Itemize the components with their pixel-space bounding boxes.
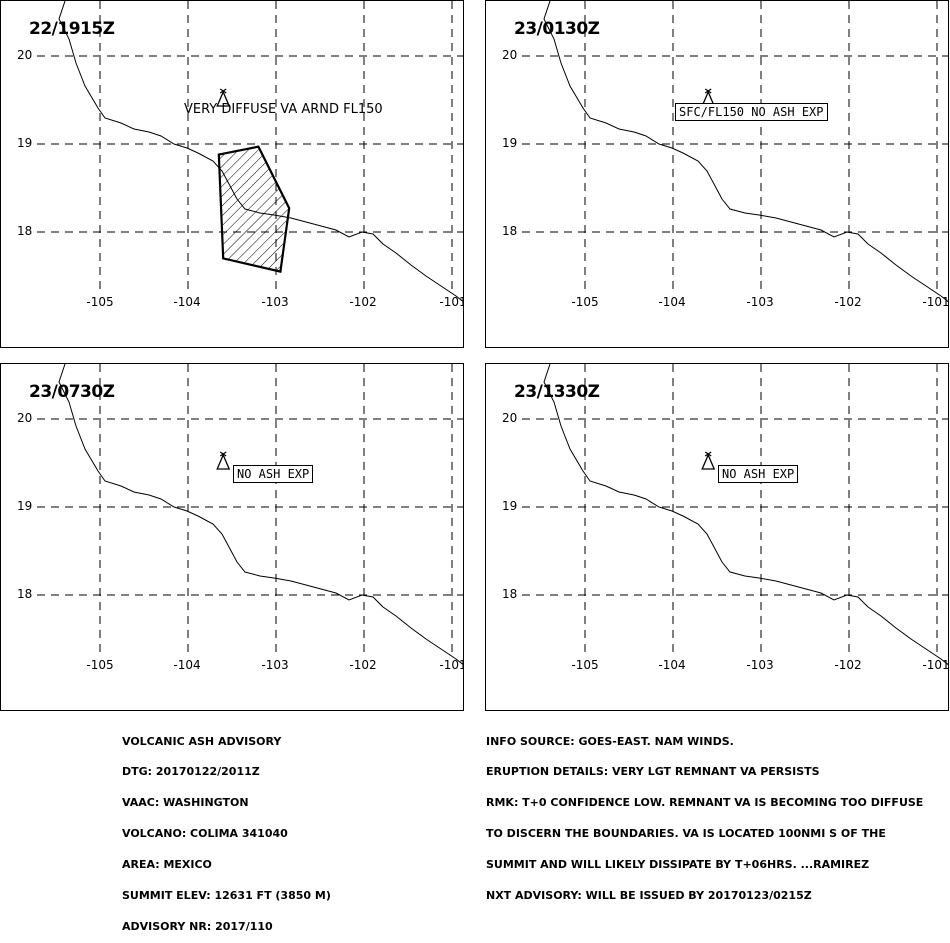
lon-label-103: -103 <box>746 658 774 672</box>
advisory-line: ADVISORY NR: 2017/110 <box>122 919 273 933</box>
lon-label-103: -103 <box>746 295 774 309</box>
panel-timestamp: 23/0130Z <box>514 19 600 39</box>
lat-label-20: 20 <box>17 48 33 62</box>
lon-label-103: -103 <box>261 658 289 672</box>
lat-label-19: 19 <box>502 136 518 150</box>
map-panel-1: 22/1915Z 20 19 18 -105 -104 -103 -102 -1… <box>0 0 464 348</box>
advisory-line: VOLCANIC ASH ADVISORY <box>122 734 282 748</box>
lon-label-101: -101 <box>439 295 464 309</box>
lat-label-18: 18 <box>502 224 518 238</box>
ash-forecast-label: NO ASH EXP <box>718 465 799 483</box>
ash-cloud-polygon <box>217 145 291 273</box>
advisory-line: VOLCANO: COLIMA 341040 <box>122 827 288 841</box>
panel-timestamp: 23/0730Z <box>29 382 115 402</box>
advisory-line: SUMMIT ELEV: 12631 FT (3850 M) <box>122 889 331 903</box>
ash-forecast-label: SFC/FL150 NO ASH EXP <box>675 103 828 121</box>
lon-label-102: -102 <box>834 658 862 672</box>
lon-label-105: -105 <box>86 658 114 672</box>
advisory-line: AREA: MEXICO <box>122 858 212 872</box>
map-canvas <box>37 1 463 303</box>
advisory-line: INFO SOURCE: GOES-EAST. NAM WINDS. <box>486 734 734 748</box>
lat-label-18: 18 <box>17 224 33 238</box>
lon-label-101: -101 <box>439 658 464 672</box>
lat-label-20: 20 <box>502 411 518 425</box>
lat-label-19: 19 <box>17 499 33 513</box>
coastline <box>543 1 948 303</box>
lon-label-105: -105 <box>571 295 599 309</box>
volcano-triangle-icon <box>701 451 716 470</box>
map-panel-3: 23/0730Z 20 19 18 -105 -104 -103 -102 -1… <box>0 363 464 711</box>
lon-label-104: -104 <box>173 658 201 672</box>
lat-label-20: 20 <box>17 411 33 425</box>
advisory-details-right: INFO SOURCE: GOES-EAST. NAM WINDS. ERUPT… <box>486 716 923 912</box>
lat-label-20: 20 <box>502 48 518 62</box>
lon-label-102: -102 <box>349 658 377 672</box>
advisory-line: VAAC: WASHINGTON <box>122 796 249 810</box>
map-canvas <box>37 364 463 666</box>
lat-label-18: 18 <box>502 587 518 601</box>
lat-label-19: 19 <box>502 499 518 513</box>
advisory-line: DTG: 20170122/2011Z <box>122 765 260 779</box>
volcano-triangle-icon <box>216 88 231 107</box>
map-panel-4: 23/1330Z 20 19 18 -105 -104 -103 -102 -1… <box>485 363 949 711</box>
lon-label-102: -102 <box>349 295 377 309</box>
lat-label-19: 19 <box>17 136 33 150</box>
ash-forecast-label: VERY DIFFUSE VA ARND FL150 <box>184 102 383 117</box>
lon-label-101: -101 <box>922 658 949 672</box>
advisory-line: ERUPTION DETAILS: VERY LGT REMNANT VA PE… <box>486 765 820 779</box>
map-panel-2: 23/0130Z 20 19 18 -105 -104 -103 -102 -1… <box>485 0 949 348</box>
lon-label-105: -105 <box>86 295 114 309</box>
lon-label-104: -104 <box>173 295 201 309</box>
lon-label-105: -105 <box>571 658 599 672</box>
map-canvas <box>522 1 948 303</box>
lon-label-104: -104 <box>658 658 686 672</box>
advisory-line: NXT ADVISORY: WILL BE ISSUED BY 20170123… <box>486 889 812 903</box>
advisory-line: RMK: T+0 CONFIDENCE LOW. REMNANT VA IS B… <box>486 796 924 810</box>
panel-timestamp: 23/1330Z <box>514 382 600 402</box>
lon-label-104: -104 <box>658 295 686 309</box>
advisory-details-left: VOLCANIC ASH ADVISORY DTG: 20170122/2011… <box>122 716 331 943</box>
coastline <box>543 364 948 666</box>
lon-label-102: -102 <box>834 295 862 309</box>
panel-timestamp: 22/1915Z <box>29 19 115 39</box>
advisory-line: SUMMIT AND WILL LIKELY DISSIPATE BY T+06… <box>486 858 870 872</box>
lon-label-101: -101 <box>922 295 949 309</box>
volcano-triangle-icon <box>216 451 231 470</box>
lon-label-103: -103 <box>261 295 289 309</box>
coastline <box>58 364 463 666</box>
lat-label-18: 18 <box>17 587 33 601</box>
ash-forecast-label: NO ASH EXP <box>233 465 314 483</box>
advisory-line: TO DISCERN THE BOUNDARIES. VA IS LOCATED… <box>486 827 886 841</box>
map-canvas <box>522 364 948 666</box>
